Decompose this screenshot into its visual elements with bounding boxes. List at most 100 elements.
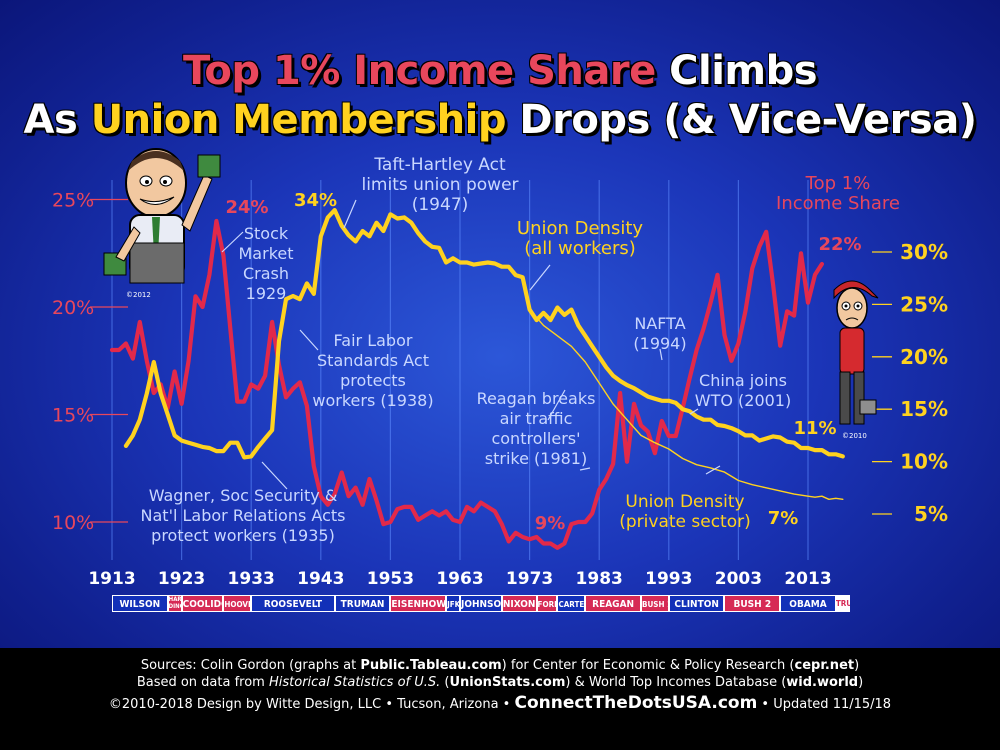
callout-nafta — [659, 348, 663, 361]
footer-data-line: Based on data from Historical Statistics… — [0, 675, 1000, 690]
x-tick-label: 1993 — [645, 569, 692, 589]
right-tick-label: 10% — [900, 450, 948, 474]
value-9-pct: 9% — [534, 513, 566, 534]
x-tick-label: 1923 — [158, 569, 205, 589]
president-clinton: CLINTON — [668, 595, 725, 612]
footer-text: ©2010-2018 Design by Witte Design, LLC •… — [108, 697, 515, 712]
x-tick-label: 1953 — [367, 569, 414, 589]
president-truman: TRUMAN — [334, 595, 391, 612]
x-tick-label: 1943 — [297, 569, 344, 589]
president-obama: OBAMA — [780, 595, 836, 612]
president-bush-1: BUSH 1 — [640, 595, 669, 612]
president-harding: HAR DING — [167, 595, 182, 612]
label-income-share: Top 1% Income Share — [776, 173, 900, 214]
annotation-nafta: NAFTA (1994) — [633, 314, 687, 353]
footer-text: ) — [858, 675, 864, 690]
footer: Sources: Colin Gordon (graphs at Public.… — [0, 648, 1000, 750]
president-trump: TRUMP — [835, 595, 850, 612]
footer-text: • Updated 11/15/18 — [757, 697, 892, 712]
president-ford: FORD — [536, 595, 558, 612]
title-as: As — [23, 97, 91, 143]
callout-wagner — [261, 461, 288, 490]
title-drops: Drops (& Vice-Versa) — [505, 97, 977, 143]
value-22-pct: 22% — [818, 234, 862, 255]
president-coolidge: COOLIDGE — [181, 595, 224, 612]
label-union-private: Union Density (private sector) — [619, 492, 751, 532]
title-income-share: Top 1% Income Share — [182, 48, 656, 94]
footer-hist-stats: Historical Statistics of U.S. — [268, 675, 441, 690]
left-tick-label: 10% — [52, 512, 94, 534]
title-union-membership: Union Membership — [90, 97, 507, 143]
footer-text: ) for Center for Economic & Policy Resea… — [501, 658, 795, 673]
president-eisenhower: EISENHOWER — [390, 595, 447, 612]
annotation-stock-crash: Stock Market Crash 1929 — [238, 224, 294, 303]
footer-link-cepr: cepr.net — [794, 658, 855, 673]
chart-svg: 1913 1923 1933 1943 1953 1963 1973 1983 1993 2003… — [52, 180, 948, 589]
right-tick-label: 15% — [900, 397, 948, 421]
president-nixon: NIXON — [501, 595, 537, 612]
footer-text: ) & World Top Incomes Database ( — [565, 675, 787, 690]
right-cartoon-copyright: ©2010 — [842, 432, 867, 440]
right-tick-label: 5% — [914, 502, 948, 526]
x-tick-label: 2013 — [784, 569, 831, 589]
value-24-pct: 24% — [225, 197, 269, 218]
value-11-pct: 11% — [793, 418, 837, 439]
value-7-pct: 7% — [767, 508, 799, 529]
x-tick-label: 1973 — [506, 569, 553, 589]
title-climbs: Climbs — [655, 48, 818, 94]
left-tick-label: 20% — [52, 297, 94, 319]
chart-stage: 1913 1923 1933 1943 1953 1963 1973 1983 1993 2003… — [0, 0, 1000, 648]
president-hoover: HOOVER — [223, 595, 252, 612]
annotation-reagan: Reagan breaks air traffic controllers' s… — [476, 389, 596, 468]
rich-man-cartoon: ©2012 — [103, 148, 221, 299]
x-tick-label: 1963 — [436, 569, 483, 589]
annotation-china-wto: China joins WTO (2001) — [694, 371, 792, 410]
label-union-all: Union Density (all workers) — [516, 218, 644, 259]
series-top1-income-share — [109, 218, 824, 550]
annotation-fair-labor: Fair Labor Standards Act protects worker… — [312, 331, 434, 410]
series-union-density-all — [123, 208, 845, 460]
footer-link-unionstats: UnionStats.com — [449, 675, 566, 690]
footer-text: Based on data from — [136, 675, 269, 690]
callout-reagan-2 — [579, 467, 591, 471]
right-tick-label: 30% — [900, 240, 948, 264]
value-34-pct: 34% — [293, 190, 338, 211]
president-jfk: JFK — [446, 595, 460, 612]
right-tick-label: 20% — [900, 345, 948, 369]
worker-cartoon: ©2010 — [833, 280, 879, 440]
annotation-taft-hartley: Taft-Hartley Act limits union power (194… — [361, 155, 519, 215]
callout-union-private — [705, 465, 721, 475]
president-roosevelt: ROOSEVELT — [251, 595, 335, 612]
footer-text: ( — [440, 675, 450, 690]
series-union-density-private — [528, 308, 844, 500]
callout-union-all — [529, 264, 551, 291]
callout-taft-hartley — [343, 199, 357, 229]
callout-china — [689, 408, 699, 415]
title-line-1: Top 1% Income Share Climbs — [0, 48, 1000, 94]
president-wilson: WILSON — [112, 595, 168, 612]
annotation-wagner: Wagner, Soc Security & Nat'l Labor Relat… — [140, 486, 346, 545]
x-tick-label: 1913 — [88, 569, 135, 589]
left-tick-label: 25% — [52, 190, 94, 212]
callout-reagan — [547, 389, 566, 421]
footer-link-tableau: Public.Tableau.com — [360, 658, 502, 673]
footer-link-wid: wid.world — [786, 675, 859, 690]
footer-sources-line: Sources: Colin Gordon (graphs at Public.… — [0, 658, 1000, 673]
title-line-2: As Union Membership Drops (& Vice-Versa) — [0, 97, 1000, 143]
footer-text: Sources: Colin Gordon (graphs at — [140, 658, 361, 673]
left-cartoon-copyright: ©2012 — [126, 291, 151, 299]
footer-text: ) — [854, 658, 860, 673]
right-tick-label: 25% — [900, 292, 948, 316]
callout-stock-crash — [221, 231, 244, 253]
president-reagan: REAGAN — [585, 595, 641, 612]
footer-site-link: ConnectTheDotsUSA.com — [514, 693, 758, 713]
x-tick-label: 2003 — [715, 569, 762, 589]
x-tick-label: 1983 — [576, 569, 623, 589]
x-tick-label: 1933 — [228, 569, 275, 589]
footer-credit-line: ©2010-2018 Design by Witte Design, LLC •… — [0, 693, 1000, 713]
callout-fair-labor — [299, 329, 319, 351]
president-bush-2: BUSH 2 — [724, 595, 781, 612]
left-tick-label: 15% — [52, 405, 94, 427]
